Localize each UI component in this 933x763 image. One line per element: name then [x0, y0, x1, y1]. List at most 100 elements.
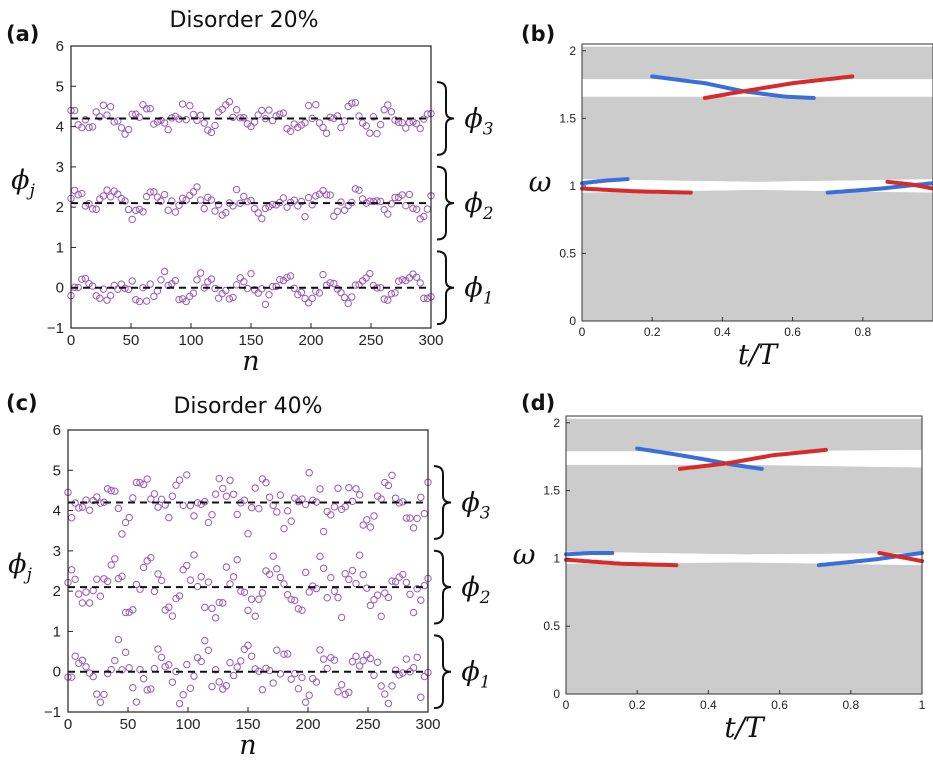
panel-c-marker [211, 666, 220, 674]
panel-c-marker [93, 493, 101, 501]
panel-c-marker [341, 690, 349, 699]
panel-a-marker [207, 196, 216, 204]
panel-c-marker [319, 527, 328, 536]
panel-c-marker [139, 480, 148, 489]
panel-c-marker [417, 493, 425, 502]
panel-a-marker [146, 104, 154, 113]
panel-c-marker [222, 492, 231, 500]
panel-c-marker [175, 592, 184, 600]
panel-c-marker [359, 570, 367, 579]
panel-d-edge-state-4 [564, 557, 679, 568]
panel-c-marker [399, 570, 407, 579]
panel-c-marker [129, 683, 137, 692]
panel-c-group-label-1: ϕ1 [461, 657, 490, 693]
panel-a-marker [362, 122, 370, 130]
panel-c-marker [395, 671, 403, 679]
panel-d-x-tick-label: 0.8 [842, 698, 859, 712]
panel-c-brace-3 [433, 465, 452, 540]
panel-d-x-axis-label: t/T [724, 711, 766, 744]
panel-b-y-axis-label: ω [529, 166, 552, 199]
panel-a-marker [92, 108, 100, 116]
panel-d-edge-state-6 [877, 551, 924, 564]
panel-c-marker [287, 675, 295, 683]
panel-a-marker [164, 126, 172, 134]
panel-c-marker [208, 682, 216, 691]
panel-c-marker [352, 579, 360, 588]
panel-c-marker [348, 566, 357, 575]
panel-c-marker [294, 684, 303, 693]
panel-a-y-tick-label: 2 [56, 199, 64, 216]
panel-d-y-tick-label: 1.5 [543, 484, 560, 498]
panel-c-marker [391, 666, 400, 674]
panel-a-marker [330, 212, 338, 220]
panel-a-marker [380, 295, 388, 303]
panel-a-marker [340, 206, 349, 214]
panel-b-y-tick-label: 1 [569, 179, 576, 193]
panel-c-marker [190, 512, 198, 520]
panel-a-marker [225, 98, 234, 106]
panel-c-marker [157, 495, 166, 504]
panel-c-marker [283, 591, 292, 599]
panel-a-marker [96, 113, 104, 121]
panel-c-marker [420, 672, 429, 681]
panel-c-y-tick-label: 5 [53, 462, 61, 479]
panel-c-marker [179, 691, 187, 699]
panel-c-marker [305, 588, 313, 596]
panel-a-marker [103, 111, 111, 119]
panel-c-marker [215, 678, 223, 686]
panel-c-marker [201, 636, 209, 645]
panel-c-marker [211, 614, 220, 622]
panel-a-marker [92, 205, 100, 213]
panel-a-marker [157, 197, 165, 205]
panel-a-marker [384, 296, 392, 304]
panel-b-plot: 0 0.2 0.4 0.6 0.8 0 0.5 1 1.5 2 t/T ω [529, 43, 933, 371]
panel-c-marker [280, 524, 288, 533]
panel-d-edge-state-1 [635, 446, 764, 471]
panel-c-marker [147, 495, 155, 503]
panel-a-marker [254, 289, 262, 297]
panel-b-edge-state-1 [650, 74, 816, 100]
panel-a-marker [85, 123, 93, 132]
panel-c-marker [111, 555, 119, 563]
panel-c-marker [388, 682, 396, 690]
panel-a-marker [265, 106, 273, 114]
panel-a-marker [294, 123, 302, 132]
panel-a-marker [286, 272, 295, 280]
panel-a-marker [99, 101, 108, 109]
panel-a-x-tick-label: 50 [123, 332, 140, 349]
panel-a-marker [74, 191, 82, 199]
panel-c-marker [258, 685, 267, 694]
panel-a-marker [423, 205, 432, 213]
panel-c-marker [273, 565, 281, 573]
panel-a-marker [355, 186, 363, 194]
panel-c-marker [136, 585, 144, 593]
panel-c-marker [150, 490, 159, 498]
panel-a-marker [132, 296, 140, 304]
panel-c-marker [150, 587, 159, 596]
panel-a-marker [106, 291, 115, 300]
panel-a-marker [243, 197, 252, 206]
panel-a-marker [312, 100, 320, 109]
panel-a-marker [337, 198, 345, 206]
panel-d-y-tick-label: 0 [553, 687, 560, 701]
panel-a-marker [211, 207, 219, 215]
panel-a-marker [254, 111, 262, 119]
panel-a-marker [160, 190, 169, 199]
panel-c-marker [103, 577, 112, 586]
panel-a-y-tick-label: 3 [56, 159, 64, 176]
panel-c-marker [373, 658, 382, 667]
panel-a-title: Disorder 20% [169, 8, 318, 33]
panel-a-marker [139, 208, 147, 216]
panel-c-marker [186, 576, 195, 584]
panel-c-marker [121, 608, 130, 617]
panel-c-marker [391, 578, 400, 586]
panel-a-marker [304, 299, 313, 307]
panel-a-marker [103, 186, 111, 194]
panel-a-marker [366, 269, 374, 278]
panel-a-marker [193, 116, 201, 125]
panel-a-marker [178, 100, 187, 108]
panel-c-marker [381, 690, 389, 698]
panel-c-marker [186, 684, 195, 693]
panel-c-marker [111, 487, 119, 495]
panel-c-marker [341, 503, 349, 511]
